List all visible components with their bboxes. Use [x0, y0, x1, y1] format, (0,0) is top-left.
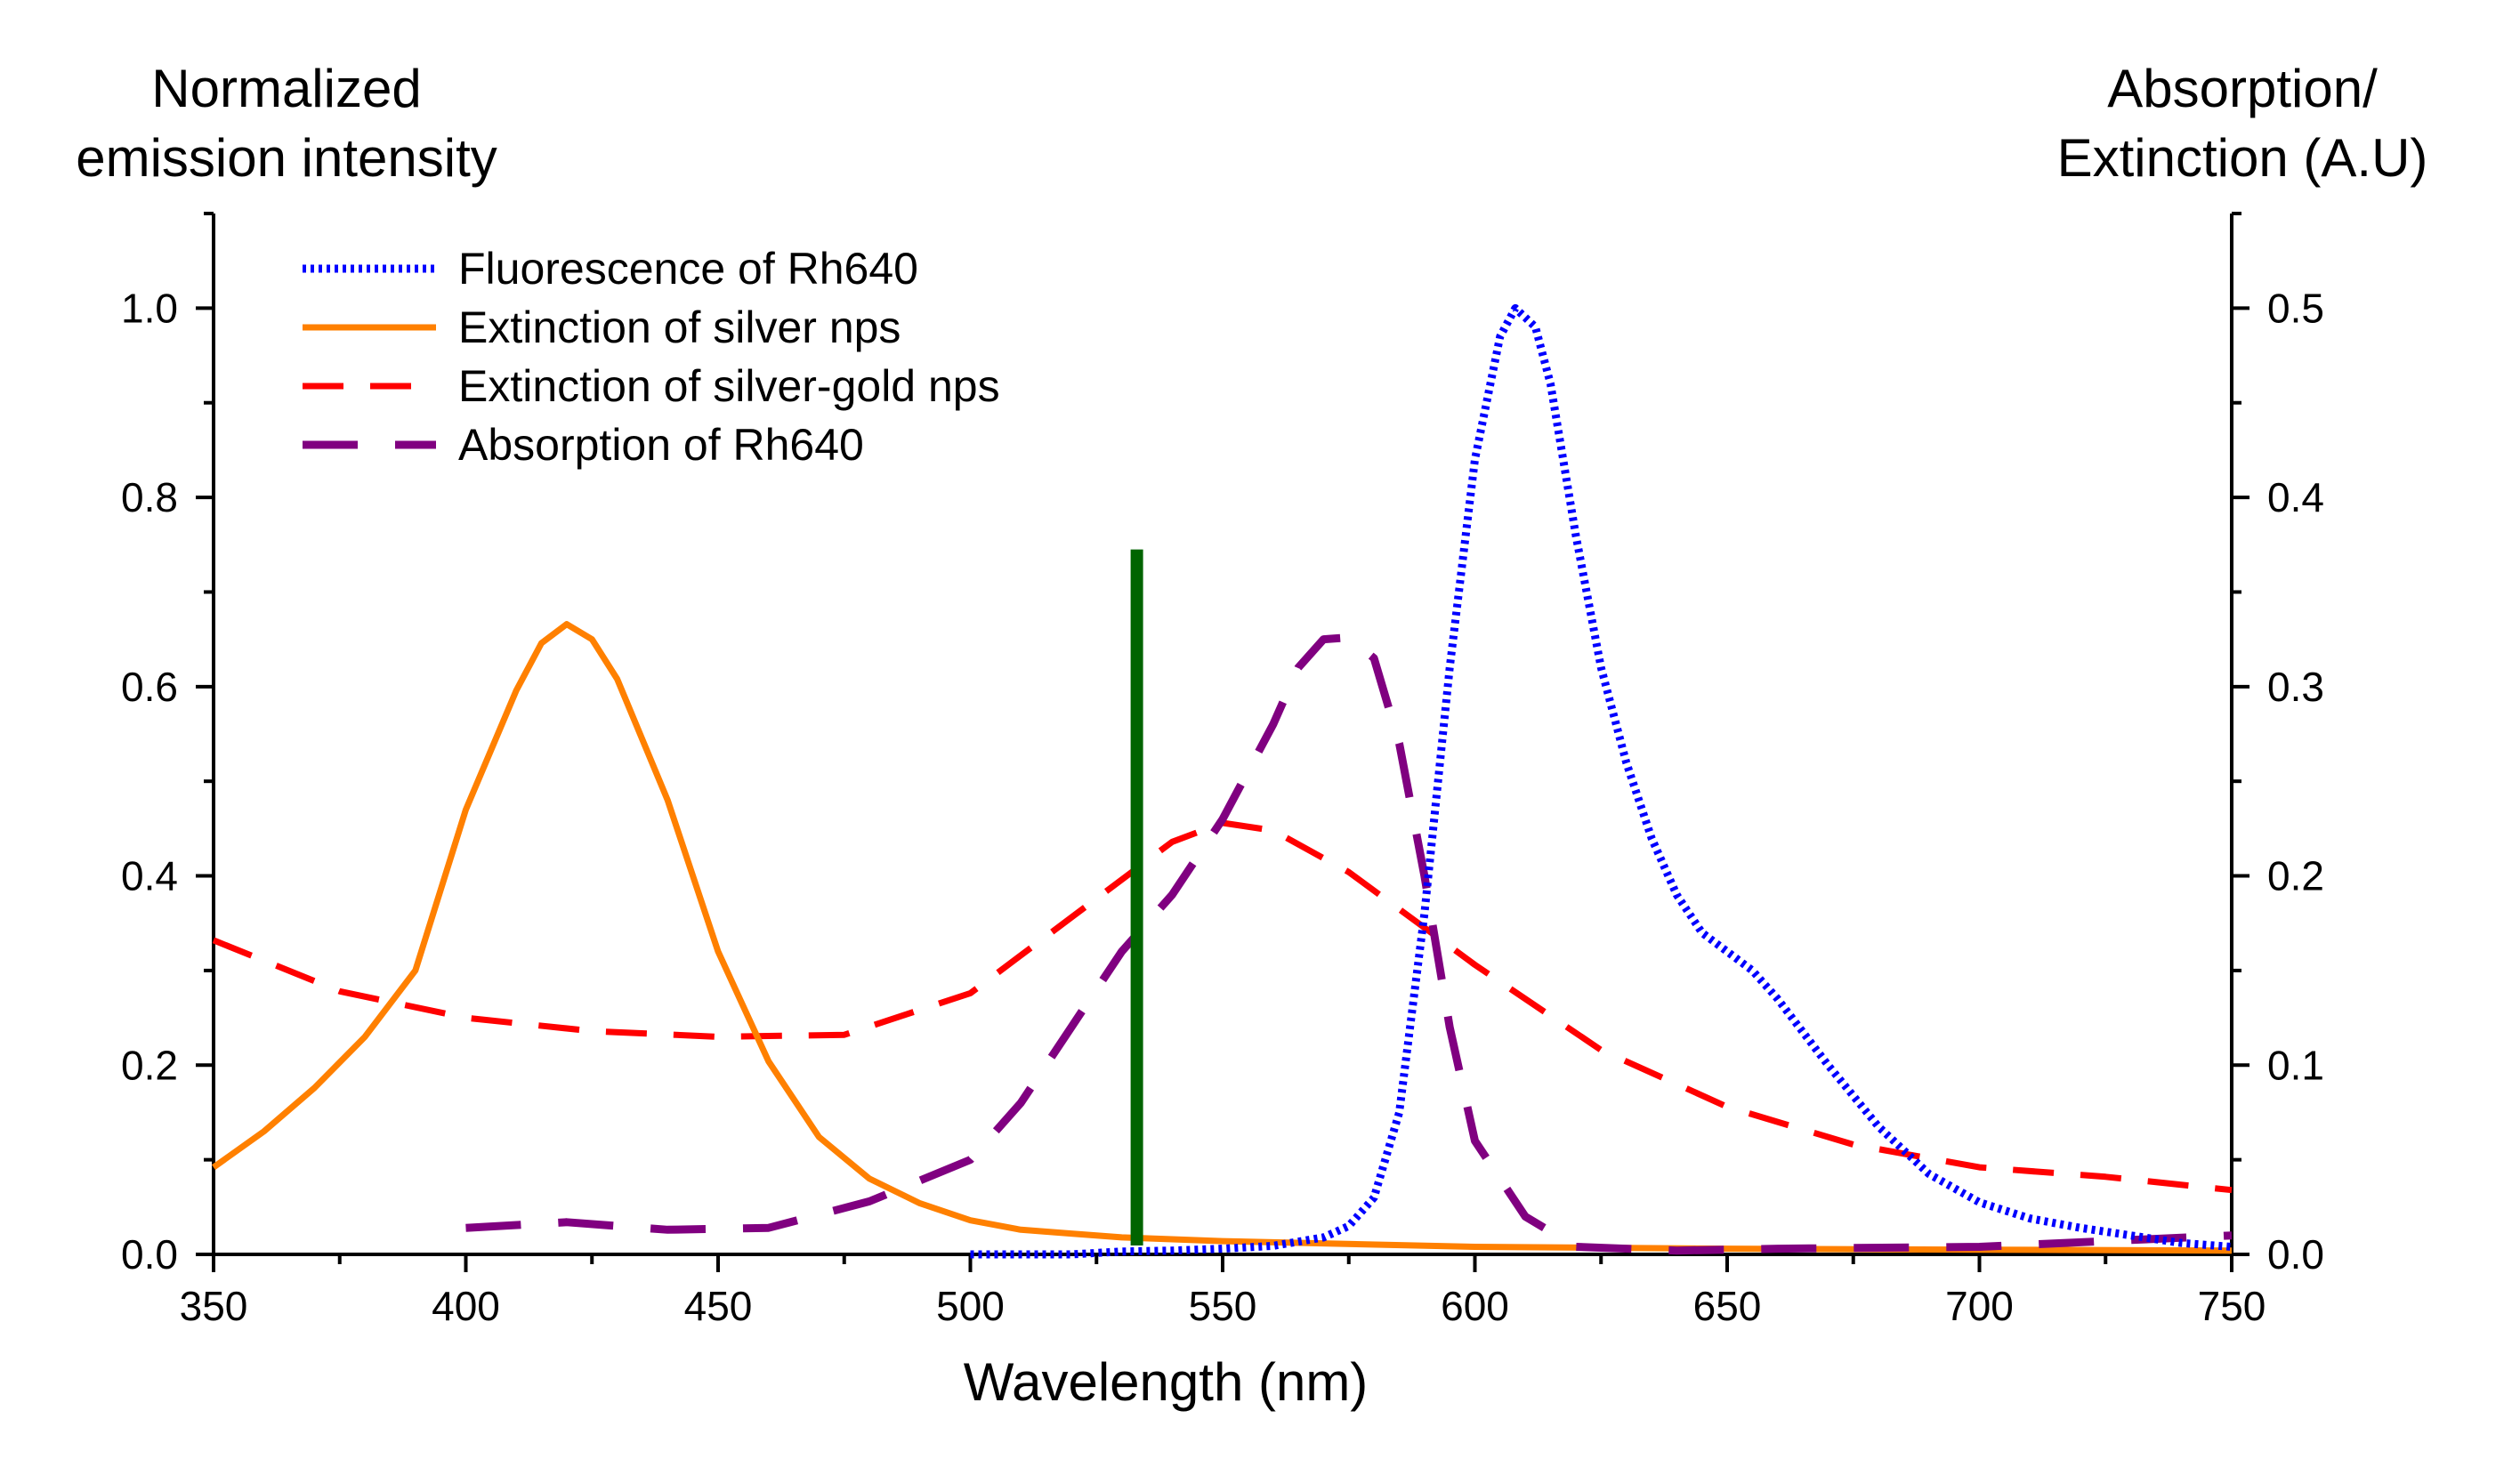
- series-line-extinction-of-silver-nps: [211, 621, 2233, 1254]
- left-y-tick-label: 1.0: [121, 285, 178, 331]
- x-axis-title: Wavelength (nm): [964, 1352, 1369, 1412]
- legend-label: Fluorescence of Rh640: [458, 244, 918, 294]
- legend: Fluorescence of Rh640 Extinction of silve…: [303, 244, 1000, 470]
- x-tick-label: 350: [180, 1283, 248, 1329]
- left-y-axis-title-line-2: emission intensity: [76, 128, 497, 188]
- series-line-fluorescence-of-rh640: [970, 303, 2233, 1259]
- x-tick-label: 650: [1693, 1283, 1762, 1329]
- legend-label: Extinction of silver-gold nps: [458, 361, 1000, 411]
- x-tick-label: 450: [684, 1283, 753, 1329]
- series-line-absorption-of-rh640: [465, 633, 2233, 1255]
- right-y-tick-label: 0.1: [2267, 1042, 2324, 1088]
- left-y-tick-label: 0.0: [121, 1231, 178, 1278]
- x-tick-label: 500: [936, 1283, 1005, 1329]
- x-axis-ticks: 350 400 450 500 550 600 650 700 750: [180, 1254, 2266, 1329]
- right-y-tick-label: 0.0: [2267, 1231, 2324, 1278]
- left-y-tick-label: 0.8: [121, 474, 178, 520]
- right-y-tick-label: 0.2: [2267, 853, 2324, 899]
- legend-label: Absorption of Rh640: [458, 420, 864, 470]
- series-line-extinction-of-silver-gold-nps: [212, 819, 2233, 1194]
- right-y-tick-label: 0.3: [2267, 664, 2324, 710]
- right-y-axis-ticks: 0.0 0.1 0.2 0.3 0.4 0.5: [2232, 212, 2324, 1278]
- series-layer: [211, 303, 2233, 1259]
- left-y-tick-label: 0.6: [121, 664, 178, 710]
- legend-label: Extinction of silver nps: [458, 302, 901, 352]
- x-tick-label: 700: [1945, 1283, 2014, 1329]
- right-y-tick-label: 0.5: [2267, 285, 2324, 331]
- x-tick-label: 400: [432, 1283, 500, 1329]
- left-y-tick-label: 0.4: [121, 853, 178, 899]
- x-tick-label: 750: [2198, 1283, 2266, 1329]
- left-y-axis-ticks: 0.0 0.2 0.4 0.6 0.8 1.0: [121, 212, 214, 1278]
- right-y-axis-title-line-2: Extinction (A.U): [2057, 128, 2428, 188]
- left-y-axis-title-line-1: Normalized: [151, 59, 421, 118]
- left-y-tick-label: 0.2: [121, 1042, 178, 1088]
- right-y-tick-label: 0.4: [2267, 474, 2324, 520]
- x-tick-label: 600: [1441, 1283, 1509, 1329]
- x-tick-label: 550: [1189, 1283, 1257, 1329]
- right-y-axis-title-line-1: Absorption/: [2107, 59, 2378, 118]
